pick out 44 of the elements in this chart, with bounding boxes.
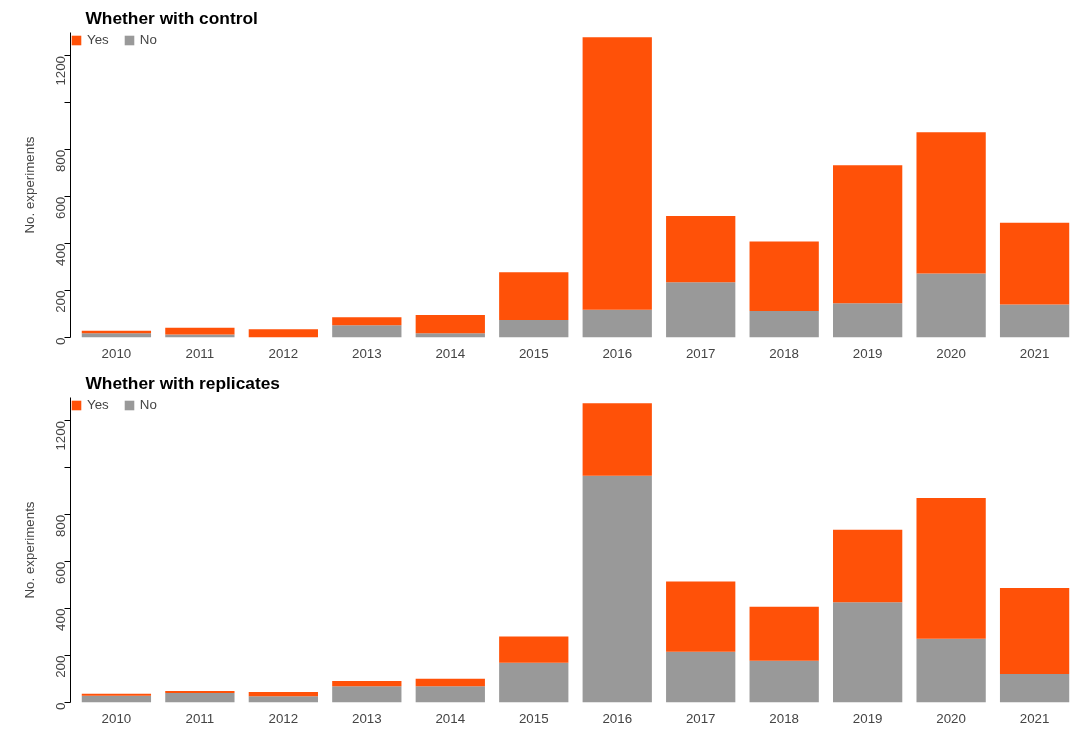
x-tick-label: 2016 [602,345,633,361]
y-tick-label: 800 [53,514,68,538]
y-tick-label: 1200 [53,55,68,86]
y-tick-label: 600 [53,196,68,219]
legend-label: Yes [87,32,109,47]
x-tick-label: 2019 [852,710,883,726]
y-tick-label: 1200 [53,420,68,451]
x-tick-label: 2018 [769,345,800,361]
chart-title: Whether with control [85,7,258,28]
x-tick-label: 2019 [852,345,883,361]
x-tick-label: 2014 [435,710,466,726]
y-tick-label: 200 [53,290,68,313]
x-tick-label: 2015 [518,710,549,726]
y-tick-label: 800 [53,149,68,173]
y-tick-label: 400 [53,608,68,631]
chart-title: Whether with replicates [85,372,281,393]
legend-label: Yes [87,397,109,412]
x-tick-label: 2018 [769,710,800,726]
x-tick-label: 2012 [268,345,299,361]
x-tick-label: 2014 [435,345,466,361]
y-tick-label: 400 [53,243,68,266]
x-tick-label: 2013 [352,345,382,361]
y-tick-label: 0 [53,702,68,710]
y-axis-title: No. experiments [21,136,37,234]
x-tick-label: 2010 [101,710,132,726]
x-tick-label: 2017 [685,345,716,361]
legend-label: No [139,32,158,47]
x-tick-label: 2021 [1019,345,1050,361]
x-tick-label: 2011 [185,710,215,726]
x-tick-label: 2012 [268,710,299,726]
y-tick-label: 600 [53,561,68,584]
x-tick-label: 2013 [352,710,382,726]
y-tick-label: 0 [53,337,68,345]
x-tick-label: 2015 [518,345,549,361]
y-tick-label: 200 [53,655,68,678]
x-tick-label: 2021 [1019,710,1050,726]
x-tick-label: 2011 [185,345,215,361]
x-tick-label: 2016 [602,710,633,726]
x-tick-label: 2020 [936,345,966,361]
y-axis-title: No. experiments [21,501,37,599]
x-tick-label: 2017 [685,710,716,726]
x-tick-label: 2010 [101,345,132,361]
x-tick-label: 2020 [936,710,966,726]
legend-label: No [139,397,158,412]
